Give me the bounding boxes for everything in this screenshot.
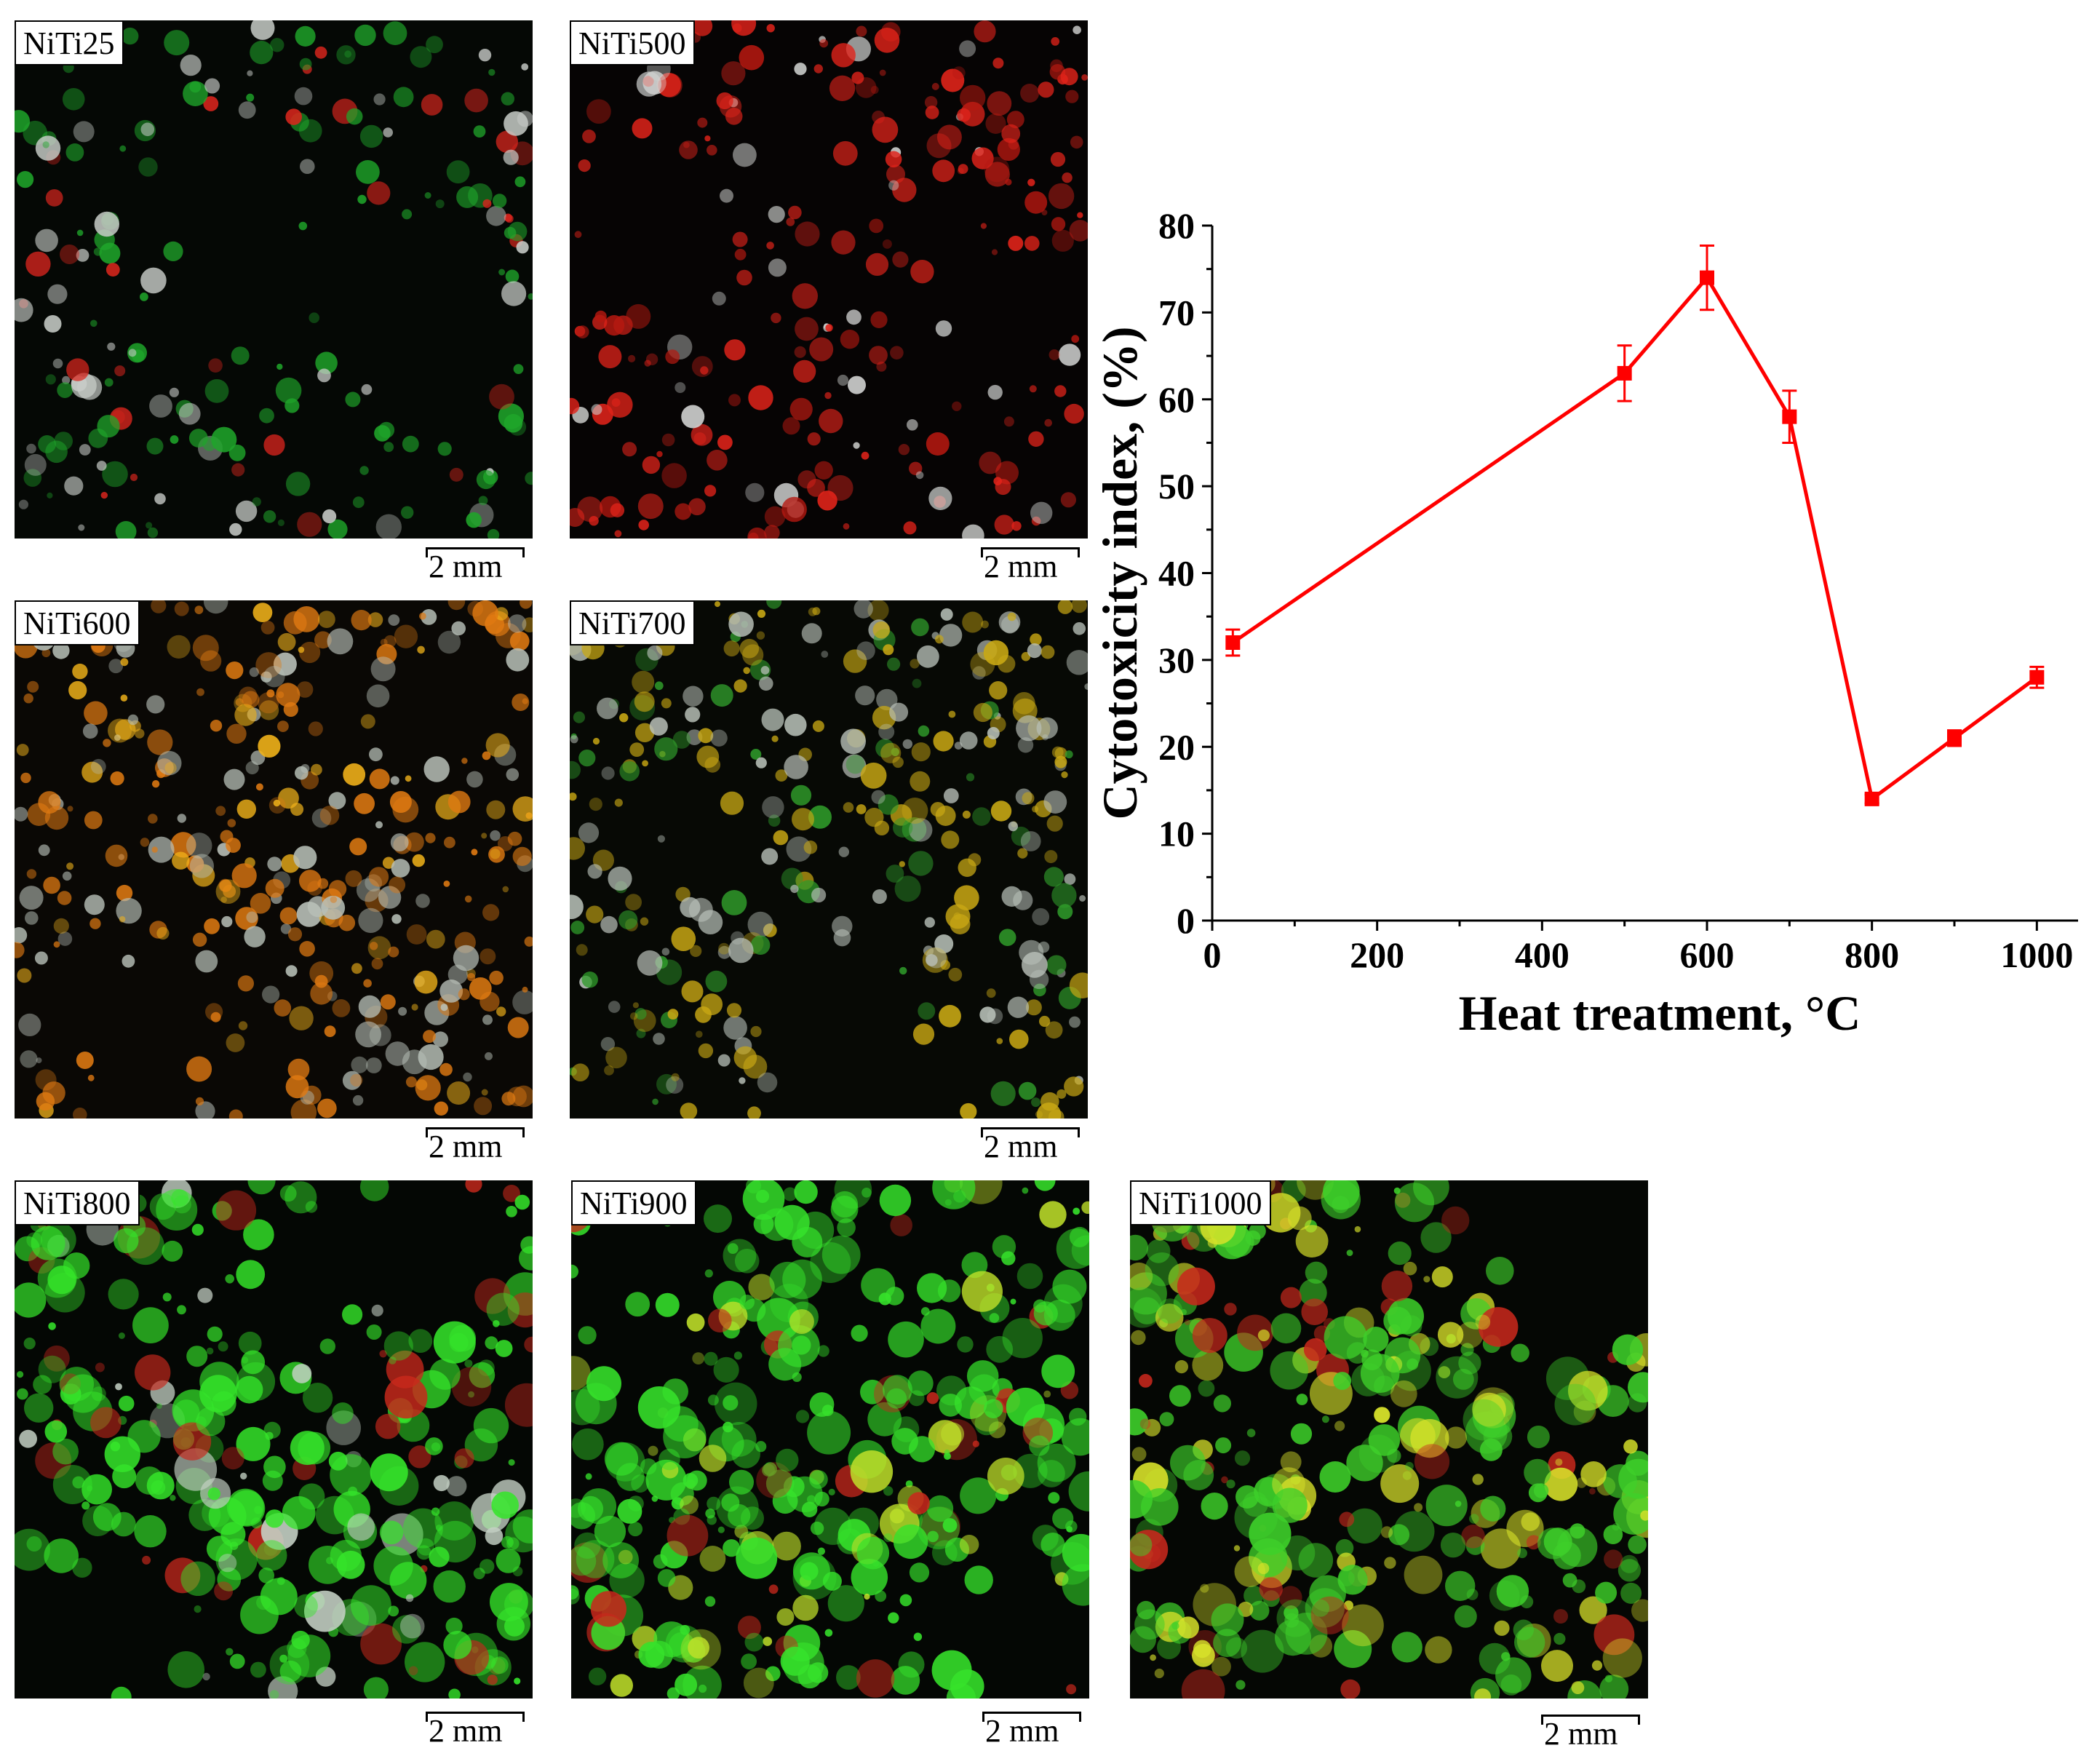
y-tick-label: 30 [1158, 640, 1195, 680]
y-tick-label: 50 [1158, 466, 1195, 506]
panel-label: NiTi25 [15, 20, 124, 65]
series-line [1231, 276, 2038, 801]
micrograph-panel: NiTi1000 [1130, 1180, 1648, 1699]
scale-bar-label: 2 mm [984, 549, 1058, 584]
x-tick-label: 0 [1203, 934, 1222, 975]
micrograph-panel: NiTi800 [15, 1180, 533, 1699]
scale-bar-label: 2 mm [429, 549, 503, 584]
data-point [1782, 409, 1797, 424]
panel-label: NiTi1000 [1130, 1180, 1271, 1225]
micrograph-panel: NiTi600 [15, 600, 533, 1119]
scale-bar: 2 mm [426, 547, 525, 584]
y-tick-label: 60 [1158, 379, 1195, 420]
panel-label: NiTi500 [570, 20, 695, 65]
x-tick-label: 200 [1350, 934, 1404, 975]
data-point [1947, 731, 1962, 746]
micrograph-panel: NiTi900 [571, 1180, 1089, 1699]
micrograph-panel: NiTi25 [15, 20, 533, 539]
scale-bar: 2 mm [426, 1712, 525, 1748]
micrograph-image [15, 600, 533, 1119]
y-axis-label: Cytotoxicity index, (%) [1092, 326, 1147, 819]
y-tick-label: 70 [1158, 292, 1195, 333]
y-tick-label: 10 [1158, 814, 1195, 854]
data-point [1864, 791, 1879, 806]
scale-bar: 2 mm [981, 1127, 1080, 1164]
micrograph-image [1130, 1180, 1648, 1699]
scale-bar: 2 mm [982, 1712, 1081, 1748]
micrograph-image [570, 600, 1088, 1119]
micrograph-panel: NiTi700 [570, 600, 1088, 1119]
scale-bar: 2 mm [426, 1127, 525, 1164]
x-tick-label: 1000 [2000, 934, 2073, 975]
scale-bar-label: 2 mm [985, 1713, 1059, 1749]
scale-bar: 2 mm [981, 547, 1080, 584]
panel-label: NiTi900 [571, 1180, 696, 1225]
cytotoxicity-chart: 0 200 400 600 800 1000 0 10 20 30 40 50 60 70 80 Heat t… [1092, 205, 2078, 1041]
scale-bar-label: 2 mm [1544, 1716, 1618, 1752]
x-axis-label: Heat treatment, °C [1459, 985, 1861, 1041]
micrograph-panel: NiTi500 [570, 20, 1088, 539]
micrograph-image [15, 20, 533, 539]
x-tick-label: 800 [1845, 934, 1899, 975]
panel-label: NiTi800 [15, 1180, 140, 1225]
micrograph-image [570, 20, 1088, 539]
scale-bar-label: 2 mm [429, 1129, 503, 1164]
y-tick-label: 0 [1177, 900, 1195, 941]
scale-bar-label: 2 mm [984, 1129, 1058, 1164]
panel-label: NiTi700 [570, 600, 695, 645]
micrograph-image [571, 1180, 1089, 1699]
scale-bar-label: 2 mm [429, 1713, 503, 1749]
data-point [1700, 270, 1714, 285]
y-tick-label: 20 [1158, 726, 1195, 767]
panel-label: NiTi600 [15, 600, 140, 645]
data-point [1225, 635, 1241, 650]
scale-bar: 2 mm [1541, 1715, 1640, 1751]
data-point [1617, 365, 1632, 381]
y-tick-label: 80 [1158, 205, 1195, 246]
x-tick-label: 400 [1515, 934, 1569, 975]
data-point [2029, 670, 2045, 685]
x-tick-label: 600 [1680, 934, 1735, 975]
y-tick-label: 40 [1158, 553, 1195, 594]
micrograph-image [15, 1180, 533, 1699]
